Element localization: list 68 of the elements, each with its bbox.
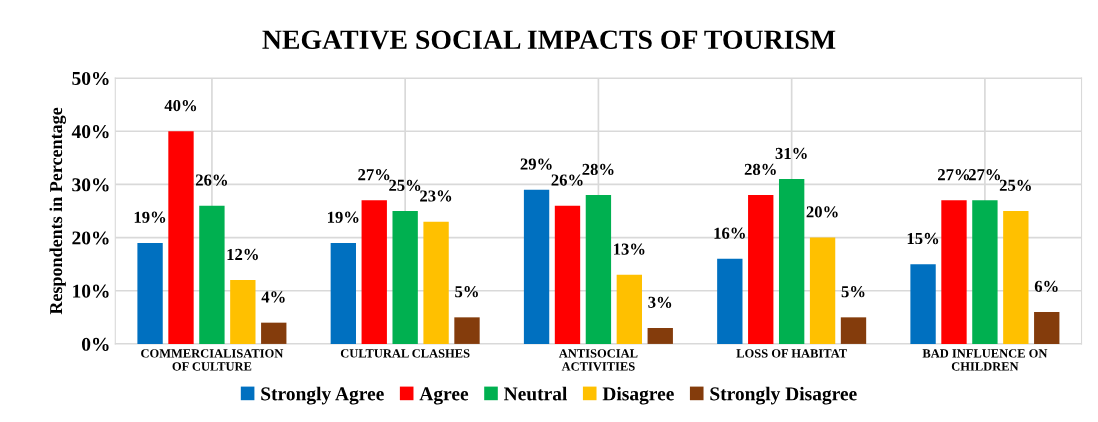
- bar: [647, 327, 673, 344]
- data-label: 27%: [358, 169, 390, 181]
- x-tick-label: BAD INFLUENCE ON CHILDREN: [922, 349, 1048, 371]
- y-tick-label: 40%: [71, 125, 109, 139]
- data-label: 16%: [714, 227, 745, 239]
- data-label: 19%: [327, 211, 359, 223]
- chart-title: NEGATIVE SOCIAL IMPACTS OF TOURISM: [262, 30, 836, 50]
- y-tick-label: 10%: [73, 284, 109, 298]
- bar: [1034, 312, 1060, 344]
- data-label: 15%: [907, 232, 939, 245]
- legend-label: Agree: [419, 387, 469, 405]
- data-label: 28%: [582, 163, 614, 176]
- x-tick-label: COMMERCIALISATION OF CULTURE: [141, 349, 284, 371]
- data-label: 4%: [261, 291, 285, 303]
- data-label: 20%: [806, 206, 838, 218]
- y-tick-label: 30%: [72, 178, 109, 192]
- x-tick-label: LOSS OF HABITAT: [736, 349, 847, 358]
- data-label: 27%: [968, 169, 1001, 181]
- legend-label: Neutral: [504, 386, 568, 401]
- bar: [616, 274, 643, 344]
- data-label: 13%: [614, 243, 645, 255]
- data-label: 29%: [520, 158, 552, 170]
- bar: [585, 195, 612, 344]
- bar: [392, 211, 418, 344]
- bar: [748, 195, 774, 344]
- bar: [330, 242, 356, 344]
- data-label: 27%: [938, 169, 970, 181]
- x-tick-label: ANTISOCIAL ACTIVITIES: [558, 349, 638, 371]
- bar: [554, 205, 581, 344]
- data-label: 25%: [389, 179, 421, 191]
- legend-label: Disagree: [602, 386, 674, 405]
- bar: [972, 200, 998, 344]
- bar: [361, 200, 387, 344]
- bar: [778, 179, 805, 344]
- data-label: 28%: [744, 163, 776, 176]
- bar: [523, 189, 550, 344]
- bar: [137, 242, 163, 344]
- bar: [717, 258, 743, 344]
- data-label: 26%: [551, 174, 583, 186]
- bar: [230, 280, 256, 344]
- y-tick-label: 50%: [72, 71, 109, 86]
- bar: [809, 237, 836, 344]
- legend-label: Strongly Disagree: [710, 386, 857, 405]
- bar: [840, 317, 867, 344]
- legend-label: Strongly Agree: [261, 386, 384, 405]
- data-label: 12%: [227, 248, 258, 261]
- bar: [168, 131, 194, 344]
- data-label: 5%: [455, 286, 478, 298]
- data-label: 19%: [134, 211, 166, 223]
- bar: [1003, 211, 1029, 344]
- data-label: 6%: [1034, 280, 1058, 293]
- data-label: 3%: [648, 296, 672, 308]
- bar: [941, 200, 967, 344]
- y-axis-title: Respondents in Percentage: [49, 107, 66, 315]
- data-label: 23%: [420, 190, 452, 202]
- data-label: 5%: [841, 286, 865, 298]
- bar: [199, 205, 225, 344]
- y-tick-label: 20%: [72, 231, 109, 245]
- bar: [910, 264, 936, 344]
- bar: [423, 221, 449, 344]
- data-label: 40%: [164, 99, 197, 112]
- data-label: 26%: [195, 174, 228, 186]
- x-tick-label: CULTURAL CLASHES: [340, 349, 470, 358]
- bar: [261, 322, 287, 344]
- data-label: 31%: [775, 147, 807, 160]
- bar: [454, 317, 480, 344]
- data-label: 25%: [999, 179, 1031, 191]
- y-tick-label: 0%: [82, 337, 109, 351]
